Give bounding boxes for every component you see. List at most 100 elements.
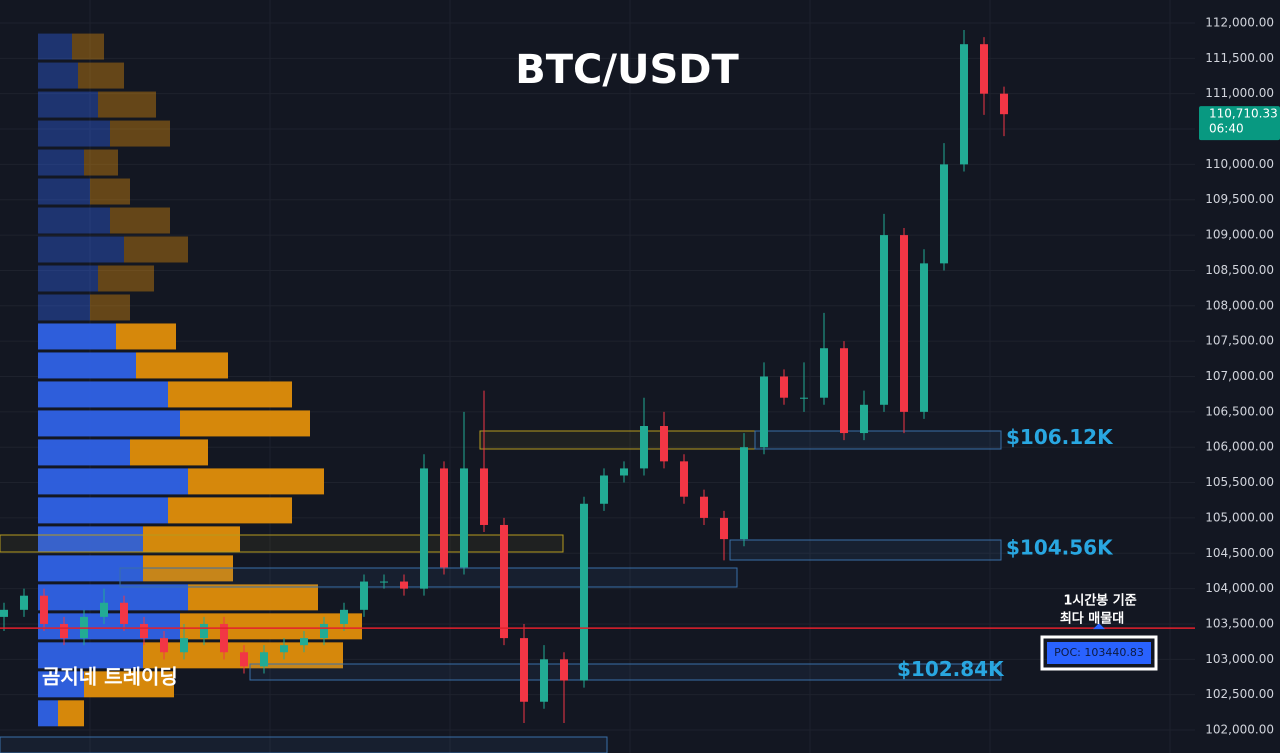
profile-sell — [84, 671, 174, 698]
candle-body — [980, 44, 988, 94]
poc-box — [1047, 642, 1151, 664]
y-tick-label: 102,500.00 — [1205, 687, 1274, 701]
y-tick-label: 106,000.00 — [1205, 440, 1274, 454]
candle-body — [560, 659, 568, 681]
y-tick-label: 112,000.00 — [1205, 15, 1274, 29]
zone — [249, 663, 1002, 681]
watermark: 곰지네 트레이딩 — [42, 665, 178, 689]
profile-sell — [124, 236, 188, 263]
profile-buy — [38, 323, 116, 350]
profile-sell — [90, 294, 130, 321]
profile-buy — [38, 642, 143, 669]
zone — [0, 534, 564, 553]
zone — [119, 567, 738, 588]
profile-sell — [84, 149, 118, 176]
countdown: 06:40 — [1209, 122, 1244, 136]
candle-body — [580, 503, 588, 681]
candle-body — [60, 623, 68, 639]
profile-buy — [38, 439, 130, 466]
candle-body — [720, 517, 728, 540]
profile-buy — [38, 178, 90, 205]
y-tick-label: 104,000.00 — [1205, 581, 1274, 595]
profile-buy — [38, 207, 110, 234]
profile-sell — [116, 323, 176, 350]
y-tick-label: 105,000.00 — [1205, 510, 1274, 524]
candle-body — [700, 496, 708, 518]
profile-sell — [180, 613, 362, 640]
y-tick-label: 103,000.00 — [1205, 652, 1274, 666]
candle-body — [680, 461, 688, 497]
candle-body — [20, 595, 28, 610]
y-tick-label: 109,000.00 — [1205, 228, 1274, 242]
candle-body — [780, 376, 788, 398]
profile-buy — [38, 236, 124, 263]
profile-sell — [168, 497, 292, 524]
y-tick-label: 105,500.00 — [1205, 475, 1274, 489]
candle-body — [1000, 93, 1008, 115]
candle-body — [940, 164, 948, 264]
candle-body — [880, 235, 888, 405]
candle-body — [520, 638, 528, 702]
candle-body — [160, 638, 168, 653]
profile-buy — [38, 62, 78, 89]
profile-sell — [130, 439, 208, 466]
candle-body — [380, 581, 388, 583]
profile-buy — [38, 468, 188, 495]
candle-body — [0, 609, 8, 617]
profile-buy — [38, 410, 180, 437]
overlay: $106.12K $104.56K $102.84K — [0, 425, 1195, 681]
y-tick-label: 110,000.00 — [1205, 157, 1274, 171]
profile-sell — [72, 33, 104, 60]
candle-body — [200, 623, 208, 639]
candle-body — [180, 638, 188, 653]
y-tick-label: 102,000.00 — [1205, 723, 1274, 737]
candle-body — [800, 397, 808, 399]
candle-body — [360, 581, 368, 610]
candle-body — [300, 638, 308, 646]
y-tick-label: 104,500.00 — [1205, 546, 1274, 560]
candle-body — [320, 623, 328, 639]
y-tick-label: 103,500.00 — [1205, 616, 1274, 630]
profile-buy — [38, 265, 98, 292]
candle-body — [400, 581, 408, 589]
y-tick-label: 107,500.00 — [1205, 334, 1274, 348]
level-label: $102.84K — [897, 657, 1005, 681]
candle-body — [480, 468, 488, 525]
candle-body — [500, 524, 508, 639]
profile-sell — [90, 178, 130, 205]
profile-buy — [38, 497, 168, 524]
y-tick-label: 111,500.00 — [1205, 51, 1274, 65]
candle-body — [660, 425, 668, 462]
zone — [754, 430, 1002, 450]
candle-body — [740, 447, 748, 540]
profile-sell — [188, 584, 318, 611]
last-price-label: 110,710.33 — [1209, 107, 1278, 121]
profile-buy — [38, 33, 72, 60]
y-tick-label: 107,000.00 — [1205, 369, 1274, 383]
poc-pointer — [1093, 623, 1105, 630]
candle-body — [260, 652, 268, 667]
profile-sell — [110, 207, 170, 234]
profile-sell — [188, 468, 324, 495]
candle-body — [760, 376, 768, 448]
candle-body — [840, 348, 848, 434]
profile-sell — [98, 91, 156, 118]
candle-body — [540, 659, 548, 702]
last-price-tag — [1199, 106, 1280, 141]
candle-body — [640, 425, 648, 469]
chart-title: BTC/USDT — [515, 47, 739, 93]
candle-body — [280, 645, 288, 653]
poc-label: POC: 103440.83 — [1054, 646, 1144, 659]
y-tick-label: 108,000.00 — [1205, 298, 1274, 312]
profile-sell — [78, 62, 124, 89]
candle-body — [600, 475, 608, 504]
zone — [729, 539, 1002, 561]
profile-buy — [38, 294, 90, 321]
y-tick-label: 111,000.00 — [1205, 86, 1274, 100]
profile-sell — [168, 381, 292, 408]
y-tick-label: 109,500.00 — [1205, 192, 1274, 206]
annotation: 1시간봉 기준 — [1063, 593, 1136, 609]
profile-buy — [38, 120, 110, 147]
